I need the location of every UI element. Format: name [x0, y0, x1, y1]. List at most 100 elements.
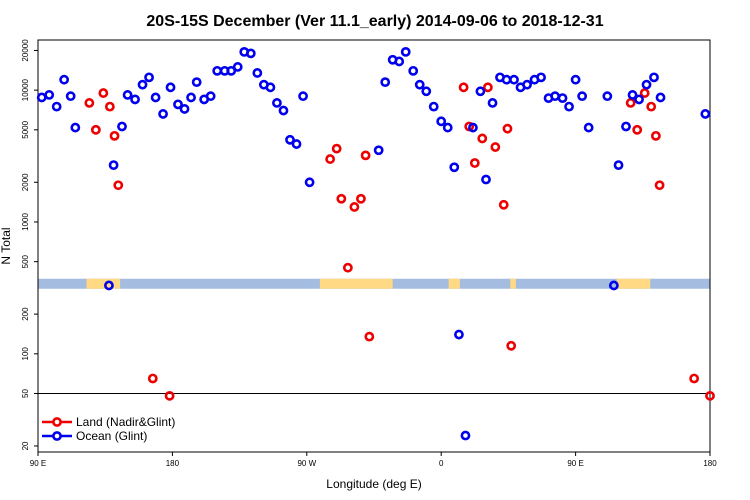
- ocean-point: [51, 101, 62, 112]
- ocean-point: [557, 93, 568, 104]
- legend-marker: [52, 431, 62, 441]
- ocean-point: [285, 134, 295, 145]
- ocean-point: [436, 116, 447, 127]
- land-point: [113, 180, 124, 191]
- ocean-point: [117, 121, 127, 132]
- land-point: [356, 193, 366, 204]
- land-point: [650, 130, 661, 141]
- ocean-point: [36, 92, 47, 103]
- plot-frame: [37, 39, 711, 453]
- ocean-point: [613, 160, 624, 170]
- land-point: [490, 142, 501, 152]
- ocean-point: [641, 79, 652, 90]
- ocean-point: [265, 82, 276, 93]
- ocean-point: [380, 77, 391, 88]
- ocean-point: [602, 91, 613, 102]
- y-tick-label: 20000: [21, 39, 30, 62]
- land-point: [164, 390, 175, 401]
- ocean-point: [304, 177, 315, 188]
- ocean-point: [536, 72, 546, 83]
- ocean-point: [414, 79, 425, 90]
- ocean-point: [394, 56, 405, 67]
- ocean-point: [278, 105, 289, 116]
- land-mask-segment: [510, 278, 516, 289]
- ocean-point: [298, 91, 308, 102]
- ocean-point: [468, 122, 478, 133]
- ocean-point: [550, 91, 560, 102]
- x-axis-label: Longitude (deg E): [326, 477, 421, 491]
- ocean-point: [449, 162, 460, 173]
- legend-label: Land (Nadir&Glint): [76, 415, 175, 429]
- ocean-point: [421, 86, 432, 97]
- land-point: [360, 150, 371, 161]
- x-axis: 90 E 180 90 W 0 90 E 180: [30, 452, 717, 468]
- ocean-point: [655, 92, 666, 103]
- y-tick-label: 200: [21, 307, 30, 321]
- ocean-point: [158, 109, 168, 119]
- ocean-series: [36, 46, 711, 441]
- ocean-point: [481, 174, 491, 185]
- ocean-point: [621, 121, 631, 132]
- y-tick-label: 2000: [21, 173, 30, 191]
- ocean-point: [130, 94, 140, 105]
- land-point: [469, 158, 480, 168]
- data-points: [36, 46, 715, 441]
- y-tick-label: 100: [21, 347, 30, 361]
- land-point: [654, 180, 665, 191]
- land-point: [336, 193, 347, 204]
- ocean-point: [291, 139, 302, 149]
- ocean-point: [700, 109, 711, 119]
- x-tick-label: 90 W: [297, 459, 316, 468]
- land-point: [506, 340, 517, 351]
- ocean-point: [373, 145, 384, 156]
- land-point: [632, 124, 643, 135]
- ocean-point: [226, 65, 237, 76]
- ocean-point: [70, 122, 81, 133]
- ocean-point: [59, 74, 70, 85]
- ocean-point: [108, 160, 119, 170]
- ocean-point: [577, 91, 588, 102]
- ocean-point: [442, 122, 453, 133]
- land-point: [342, 262, 353, 273]
- land-point: [109, 130, 120, 141]
- ocean-point: [165, 82, 176, 93]
- land-point: [90, 124, 101, 135]
- ocean-point: [649, 72, 659, 83]
- land-point: [477, 133, 488, 144]
- y-tick-label: 10000: [21, 78, 30, 101]
- y-tick-label: 1000: [21, 213, 30, 231]
- ocean-point: [428, 101, 439, 112]
- ocean-point: [460, 430, 471, 441]
- legend-marker: [52, 417, 62, 427]
- ocean-point: [570, 74, 581, 85]
- ocean-point: [186, 92, 196, 103]
- y-axis: 20 50 100 200 500 1000 2000 5000 10000 20000: [21, 39, 38, 450]
- ocean-point: [272, 98, 282, 108]
- ocean-point: [150, 92, 161, 103]
- land-point: [349, 202, 360, 212]
- land-mask-segment: [616, 278, 651, 289]
- ocean-point: [212, 65, 223, 76]
- y-tick-label: 5000: [21, 120, 30, 138]
- legend: Land (Nadir&Glint)Ocean (Glint): [42, 415, 175, 443]
- ocean-point: [627, 90, 638, 100]
- ocean-point: [608, 280, 619, 291]
- ocean-point: [191, 77, 202, 88]
- land-point: [458, 82, 469, 93]
- x-tick-label: 180: [166, 459, 180, 468]
- x-tick-label: 0: [439, 459, 444, 468]
- ocean-point: [501, 74, 512, 85]
- ocean-point: [173, 99, 183, 110]
- ocean-point: [583, 122, 594, 133]
- ocean-point: [44, 90, 55, 100]
- land-mask-segment: [448, 278, 460, 289]
- y-axis-label: N Total: [0, 227, 13, 264]
- ocean-point: [487, 98, 498, 108]
- y-tick-label: 50: [21, 389, 30, 398]
- land-point: [689, 373, 700, 384]
- land-point: [705, 390, 715, 401]
- chart-title: 20S-15S December (Ver 11.1_early) 2014-0…: [146, 13, 603, 30]
- land-point: [84, 98, 95, 108]
